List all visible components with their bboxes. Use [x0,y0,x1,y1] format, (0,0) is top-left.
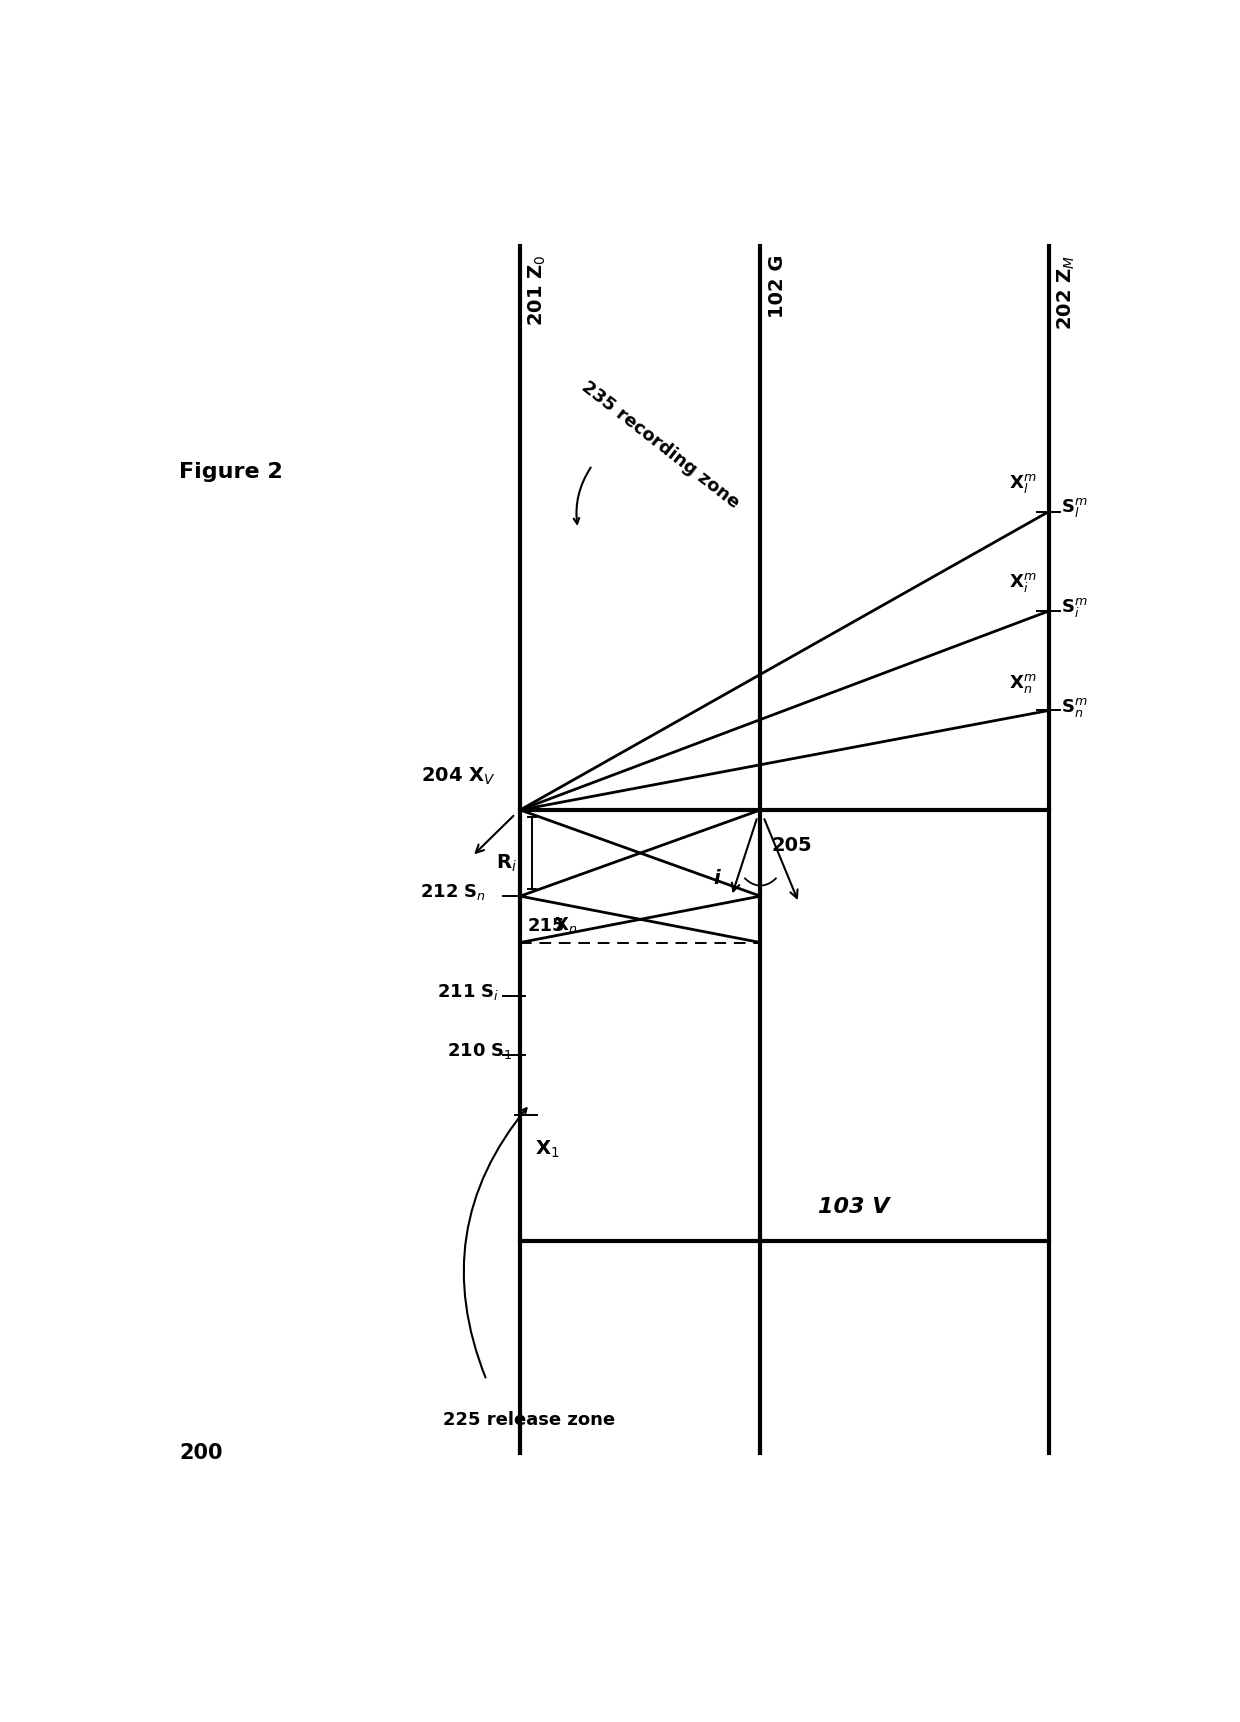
Text: S$_i^m$: S$_i^m$ [1061,598,1087,620]
Text: 204 X$_V$: 204 X$_V$ [422,766,496,787]
Text: 102 G: 102 G [769,255,787,319]
Text: S$_n^m$: S$_n^m$ [1061,696,1087,720]
Text: 215: 215 [528,916,565,935]
Text: 202 Z$_M$: 202 Z$_M$ [1055,255,1076,329]
Text: 201 Z$_0$: 201 Z$_0$ [527,255,548,325]
Text: 211 S$_i$: 211 S$_i$ [436,982,498,1002]
Text: X$_n$: X$_n$ [554,914,577,935]
Text: Figure 2: Figure 2 [179,461,283,482]
Text: X$_1$: X$_1$ [534,1138,559,1161]
Text: 103 V: 103 V [818,1197,889,1217]
Text: X$_l^m$: X$_l^m$ [1009,472,1037,496]
Text: 210 S$_1$: 210 S$_1$ [446,1042,512,1061]
Text: 225 release zone: 225 release zone [444,1410,615,1429]
Text: S$_l^m$: S$_l^m$ [1061,498,1087,520]
Text: i: i [714,870,720,889]
Text: X$_i^m$: X$_i^m$ [1009,572,1037,596]
Text: X$_n^m$: X$_n^m$ [1009,672,1037,694]
Text: 205: 205 [773,837,812,856]
Text: 235 recording zone: 235 recording zone [578,379,743,513]
Text: 212 S$_n$: 212 S$_n$ [420,882,486,902]
Text: 200: 200 [179,1443,222,1464]
Text: R$_i$: R$_i$ [496,852,517,873]
